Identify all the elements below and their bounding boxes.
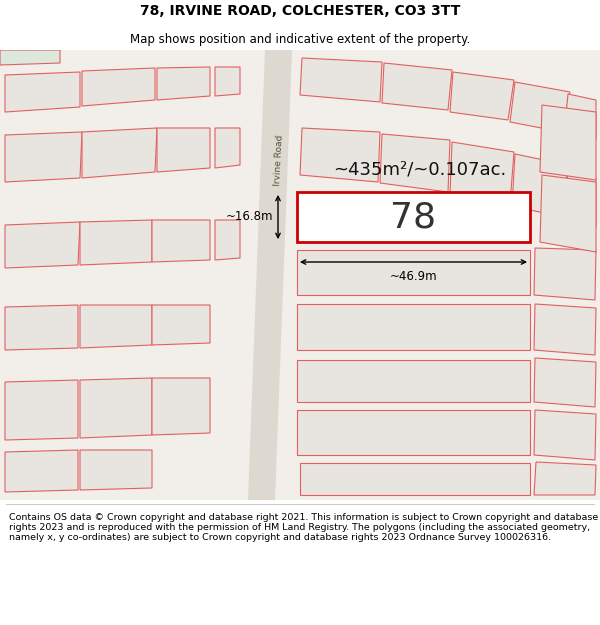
Polygon shape xyxy=(5,380,78,440)
Polygon shape xyxy=(512,154,568,217)
Text: Map shows position and indicative extent of the property.: Map shows position and indicative extent… xyxy=(130,32,470,46)
Text: ~16.8m: ~16.8m xyxy=(226,211,273,224)
Polygon shape xyxy=(215,220,240,260)
Polygon shape xyxy=(540,175,596,252)
Polygon shape xyxy=(534,358,596,407)
Polygon shape xyxy=(82,68,155,106)
Polygon shape xyxy=(450,72,514,120)
Text: 78: 78 xyxy=(390,200,436,234)
Polygon shape xyxy=(80,450,152,490)
Polygon shape xyxy=(5,72,80,112)
Polygon shape xyxy=(0,50,60,65)
Polygon shape xyxy=(5,450,78,492)
Polygon shape xyxy=(510,82,570,132)
Polygon shape xyxy=(297,192,530,242)
Polygon shape xyxy=(215,67,240,96)
Polygon shape xyxy=(540,105,596,180)
Polygon shape xyxy=(297,304,530,350)
Polygon shape xyxy=(564,94,596,140)
Polygon shape xyxy=(300,128,380,182)
Polygon shape xyxy=(534,462,596,495)
Polygon shape xyxy=(534,248,596,300)
Polygon shape xyxy=(5,305,78,350)
Text: 78, IRVINE ROAD, COLCHESTER, CO3 3TT: 78, IRVINE ROAD, COLCHESTER, CO3 3TT xyxy=(140,4,460,18)
Polygon shape xyxy=(300,58,382,102)
Polygon shape xyxy=(152,305,210,345)
Polygon shape xyxy=(80,378,152,438)
Polygon shape xyxy=(80,305,152,348)
Polygon shape xyxy=(152,378,210,435)
Polygon shape xyxy=(300,463,530,495)
Text: Contains OS data © Crown copyright and database right 2021. This information is : Contains OS data © Crown copyright and d… xyxy=(9,512,598,542)
Polygon shape xyxy=(450,142,514,204)
Polygon shape xyxy=(380,134,450,192)
Polygon shape xyxy=(248,50,292,500)
Polygon shape xyxy=(5,222,80,268)
Text: ~46.9m: ~46.9m xyxy=(389,269,437,282)
Polygon shape xyxy=(382,63,452,110)
Polygon shape xyxy=(297,250,530,295)
Polygon shape xyxy=(152,220,210,262)
Polygon shape xyxy=(157,67,210,100)
Polygon shape xyxy=(534,304,596,355)
Polygon shape xyxy=(297,360,530,402)
Polygon shape xyxy=(5,132,82,182)
Polygon shape xyxy=(82,128,157,178)
Text: Irvine Road: Irvine Road xyxy=(273,134,285,186)
Polygon shape xyxy=(80,220,152,265)
Polygon shape xyxy=(215,128,240,168)
Text: ~435m²/~0.107ac.: ~435m²/~0.107ac. xyxy=(334,161,506,179)
Polygon shape xyxy=(564,168,596,228)
Polygon shape xyxy=(534,410,596,460)
Polygon shape xyxy=(157,128,210,172)
Polygon shape xyxy=(297,410,530,455)
